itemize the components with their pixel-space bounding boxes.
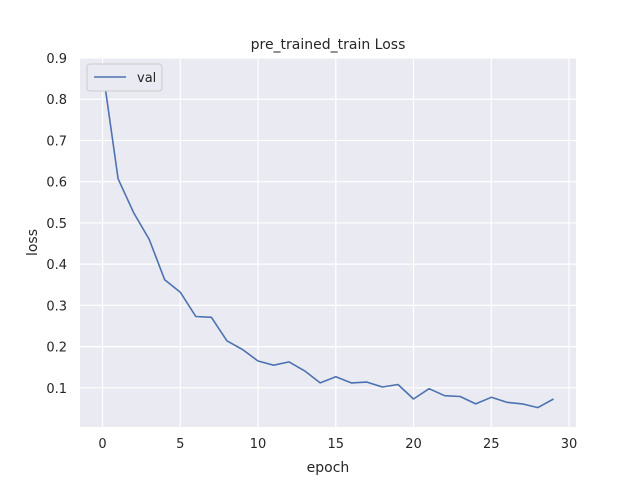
y-tick-label: 0.7 [46,134,67,149]
y-axis-label: loss [25,229,41,256]
axis-ticks: 0 5 10 15 20 25 30 0.1 0.2 0.3 0.4 0.5 0.6 0.7 0.8 0.9 [46,52,577,452]
x-tick-label: 20 [405,437,422,452]
y-tick-label: 0.9 [46,52,67,67]
y-tick-label: 0.8 [46,93,67,108]
x-tick-label: 25 [483,437,500,452]
chart-title: pre_trained_train Loss [251,37,406,53]
x-tick-label: 15 [328,437,345,452]
y-tick-label: 0.1 [46,382,67,397]
x-tick-label: 10 [250,437,267,452]
y-tick-label: 0.2 [46,341,67,356]
plot-area [80,58,576,427]
series-lines [101,68,554,409]
series-line-val [101,68,554,409]
y-tick-label: 0.4 [46,258,67,273]
legend: val [86,63,163,92]
x-tick-label: 5 [176,437,184,452]
grid-lines [80,57,576,427]
x-tick-label: 30 [561,437,578,452]
y-tick-label: 0.6 [46,176,67,191]
legend-label-val: val [137,71,156,86]
x-axis-label: epoch [307,460,350,476]
y-tick-label: 0.5 [46,217,67,232]
x-tick-label: 0 [98,437,106,452]
y-tick-label: 0.3 [46,299,67,314]
